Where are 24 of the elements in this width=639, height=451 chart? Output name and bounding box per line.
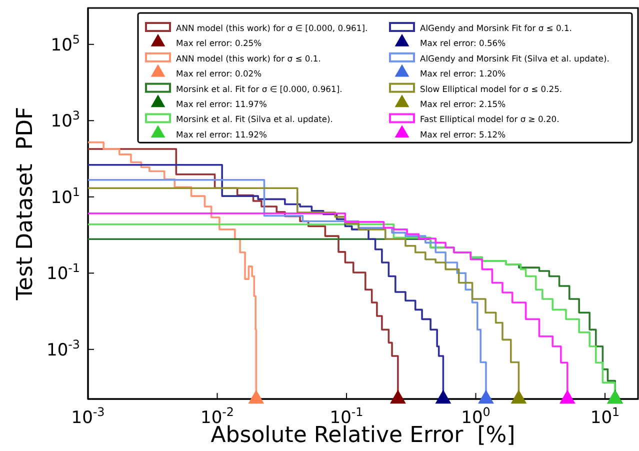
legend-label: AlGendy and Morsink Fit for σ ≤ 0.1. (420, 23, 572, 33)
y-tick-label: 10$^{3}$ (50, 108, 80, 132)
legend-label: Slow Elliptical model for σ ≤ 0.25. (420, 84, 562, 94)
legend-label: Max rel error: 0.25% (176, 38, 262, 48)
y-tick-label: 10$^{5}$ (50, 32, 80, 56)
legend-label: Fast Elliptical model for σ ≥ 0.20. (420, 114, 560, 124)
legend-label: Max rel error: 2.15% (420, 99, 506, 109)
legend-label: Max rel error: 11.92% (176, 129, 267, 140)
legend-label: Max rel error: 5.12% (420, 129, 506, 140)
y-tick-label: 10$^{1}$ (50, 184, 80, 208)
y-axis-title: Test Dataset PDF (13, 106, 38, 302)
legend-label: Morsink et al. Fit (Silva et al. update). (176, 114, 333, 124)
legend-label: AlGendy and Morsink Fit (Silva et al. update). (420, 53, 610, 64)
y-tick-label: 10$^{-1}$ (46, 261, 80, 284)
legend-label: Max rel error: 11.97% (176, 99, 267, 109)
x-tick-label: 10$^{-3}$ (71, 405, 105, 428)
legend-label: Morsink et al. Fit for σ ∈ [0.000, 0.961]. (176, 84, 342, 94)
x-tick-label: 10$^{1}$ (590, 405, 620, 428)
legend-label: Max rel error: 1.20% (420, 68, 506, 79)
legend-label: Max rel error: 0.56% (420, 38, 506, 48)
y-tick-label: 10$^{-3}$ (46, 337, 80, 360)
legend-label: ANN model (this work) for σ ≤ 0.1. (176, 53, 321, 64)
legend-label: ANN model (this work) for σ ∈ [0.000, 0.961]. (176, 23, 368, 33)
legend-label: Max rel error: 0.02% (176, 68, 262, 79)
